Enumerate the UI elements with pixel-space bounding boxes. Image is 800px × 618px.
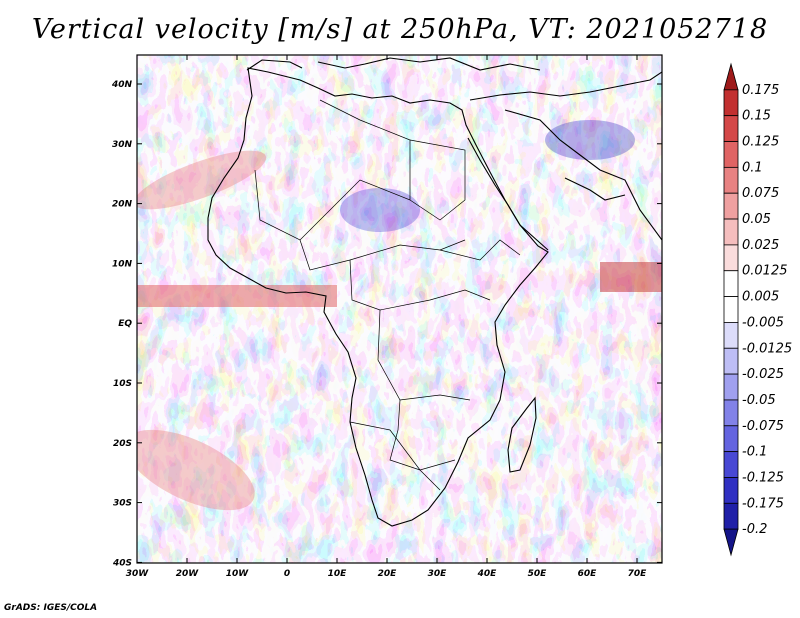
colorbar-label: 0.05 (742, 212, 771, 227)
colorbar-label: 0.005 (742, 290, 779, 305)
lon-label: 20W (176, 569, 200, 579)
colorbar-label: -0.005 (742, 315, 784, 330)
colorbar-label: -0.05 (742, 393, 776, 408)
colorbar-bin (723, 115, 739, 142)
lat-label: 40S (112, 558, 132, 568)
map-frame (136, 54, 663, 564)
lat-label: 30S (113, 499, 132, 509)
colorbar-label: -0.025 (742, 367, 784, 382)
colorbar-label: -0.1 (742, 445, 767, 460)
colorbar-bin (723, 192, 739, 220)
lon-label: 0 (284, 569, 290, 579)
colorbar-bin (723, 322, 739, 349)
lat-label: 30N (112, 140, 133, 150)
colorbar-label: -0.2 (742, 522, 767, 537)
colorbar-label: -0.075 (742, 419, 784, 434)
longitude-axis: 30W 20W 10W 0 10E 20E 30E 40E 50E 60E 70E (126, 55, 647, 579)
lon-label: 30E (428, 569, 448, 579)
latitude-axis: 40N 30N 20N 10N EQ 10S 20S 30S 40S (111, 80, 662, 568)
colorbar-label: 0.0125 (742, 264, 788, 279)
lat-label: 10N (112, 259, 133, 269)
lon-label: 20E (378, 569, 398, 579)
colorbar-label: 0.125 (742, 135, 779, 150)
lat-label: 40N (111, 80, 133, 90)
colorbar-bin (723, 347, 739, 375)
colorbar-label: 0.1 (742, 160, 763, 175)
lon-label: 70E (628, 569, 648, 579)
country-borders (254, 99, 521, 491)
colorbar-bin (723, 425, 739, 453)
map-title: Vertical velocity [m/s] at 250hPa, VT: 2… (31, 14, 769, 45)
lon-label: 60E (578, 569, 598, 579)
colorbar-bin (723, 399, 739, 427)
colorbar-label: 0.175 (742, 83, 779, 98)
colorbar-label: -0.0125 (742, 341, 792, 356)
coastlines (207, 57, 662, 527)
colorbar-bin (723, 218, 739, 246)
colorbar-bin (723, 270, 739, 297)
colorbar-bin (723, 141, 739, 168)
colorbar-label: 0.075 (742, 186, 779, 201)
colorbar-label: 0.15 (742, 109, 771, 124)
colorbar-bin (723, 166, 739, 194)
velocity-field (137, 55, 662, 563)
lon-label: 10W (226, 569, 250, 579)
colorbar-label: -0.125 (742, 470, 784, 485)
colorbar-bin (723, 89, 739, 117)
colorbar-bin (723, 62, 739, 91)
colorbar-bin (723, 296, 739, 323)
colorbar-bin (723, 373, 739, 401)
lon-label: 40E (477, 569, 498, 579)
lon-label: 50E (528, 569, 548, 579)
lat-label: 10S (113, 379, 132, 389)
colorbar-bin (723, 477, 739, 504)
colorbar-bin (723, 502, 739, 530)
colorbar-bin (723, 528, 739, 557)
colorbar-bin (723, 244, 739, 272)
colorbar-bin (723, 451, 739, 478)
lat-label: 20S (113, 439, 132, 449)
lat-label: EQ (118, 319, 132, 329)
colorbar-label: -0.175 (742, 496, 784, 511)
grads-credit: GrADS: IGES/COLA (4, 603, 98, 613)
lat-label: 20N (112, 200, 133, 210)
colorbar: 0.175 0.15 0.125 0.1 0.075 0.05 0.025 0.0125 0.0… (723, 62, 792, 557)
lon-label: 30W (126, 569, 150, 579)
lon-label: 10E (328, 569, 348, 579)
colorbar-label: 0.025 (742, 238, 779, 253)
